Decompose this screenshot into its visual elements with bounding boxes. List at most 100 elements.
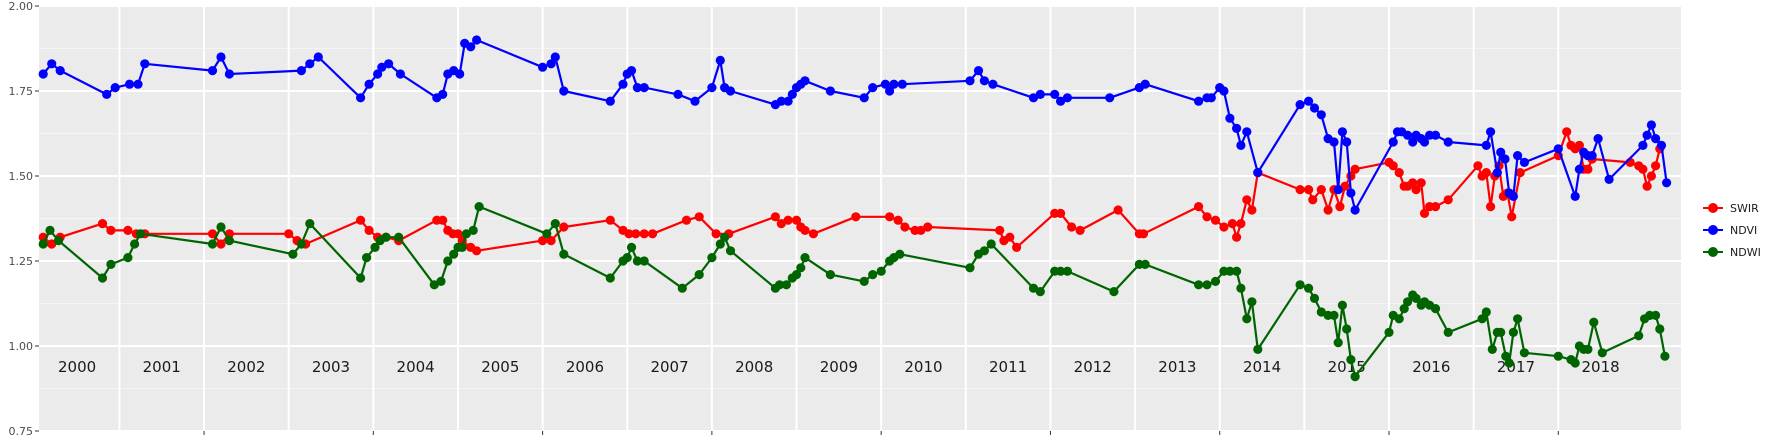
data-point — [224, 69, 234, 79]
data-point — [965, 76, 975, 86]
data-point — [1316, 185, 1326, 195]
data-point — [1500, 154, 1510, 164]
data-point — [47, 59, 57, 69]
data-point — [1486, 127, 1496, 137]
data-point — [207, 229, 218, 239]
data-point — [1646, 171, 1656, 181]
data-point — [787, 89, 797, 99]
data-point — [1295, 100, 1305, 110]
data-point — [715, 55, 725, 65]
data-point — [1194, 96, 1204, 106]
data-point — [1247, 205, 1257, 215]
data-point — [474, 202, 484, 212]
data-point — [1496, 327, 1506, 337]
data-point — [1316, 307, 1326, 317]
data-point — [859, 276, 869, 286]
data-point — [313, 52, 323, 62]
data-point — [453, 229, 463, 239]
legend-key-point — [1708, 247, 1718, 257]
data-point — [1194, 280, 1204, 290]
data-point — [1651, 161, 1661, 171]
legend-key-point — [1708, 225, 1718, 235]
data-point — [1430, 202, 1441, 212]
data-point — [1295, 185, 1305, 195]
legend-key-point — [1708, 203, 1718, 213]
data-point — [885, 212, 895, 222]
data-point — [895, 249, 905, 259]
data-point — [825, 270, 836, 280]
data-point — [1028, 283, 1039, 293]
data-point — [1481, 168, 1491, 178]
data-point — [1481, 140, 1491, 150]
data-point — [1515, 168, 1525, 178]
data-point — [364, 79, 374, 89]
data-point — [1634, 331, 1644, 341]
data-point — [1232, 266, 1242, 276]
data-point — [123, 253, 133, 263]
data-point — [1570, 358, 1580, 368]
year-label: 2013 — [1158, 358, 1196, 376]
data-point — [1247, 297, 1257, 307]
data-point — [1384, 327, 1394, 337]
year-label: 2010 — [904, 358, 942, 376]
data-point — [288, 249, 298, 259]
data-point — [559, 222, 569, 232]
data-point — [1236, 283, 1246, 293]
data-point — [296, 239, 306, 249]
data-point — [457, 242, 467, 252]
data-point — [1501, 351, 1511, 361]
data-point — [559, 86, 569, 96]
data-point — [808, 229, 819, 239]
data-point — [1477, 314, 1487, 324]
data-point — [1333, 185, 1343, 195]
data-point — [1411, 185, 1421, 195]
data-point — [97, 273, 108, 283]
data-point — [1662, 178, 1672, 188]
year-label: 2003 — [312, 358, 350, 376]
data-point — [1140, 259, 1150, 269]
data-point — [995, 225, 1005, 235]
data-point — [47, 239, 57, 249]
data-point — [800, 253, 810, 263]
series-ndvi — [38, 35, 1672, 215]
data-point — [1638, 140, 1648, 150]
data-point — [1492, 168, 1502, 178]
data-point — [1411, 293, 1421, 303]
data-point — [130, 239, 140, 249]
data-point — [1408, 178, 1418, 188]
data-point — [455, 69, 465, 79]
data-point — [1242, 195, 1252, 205]
data-point — [1507, 212, 1517, 222]
data-point — [1394, 168, 1404, 178]
data-point — [916, 225, 926, 235]
data-point — [1028, 93, 1039, 103]
data-point — [979, 246, 990, 256]
data-point — [1056, 208, 1066, 218]
data-point — [1508, 191, 1518, 201]
data-point — [1316, 110, 1326, 120]
year-label: 2005 — [481, 358, 519, 376]
legend: SWIR NDVI NDWI — [1703, 202, 1761, 259]
year-label: 2017 — [1497, 358, 1535, 376]
data-point — [381, 232, 391, 242]
y-tick-label: 2.00 — [9, 0, 34, 13]
data-point — [296, 66, 306, 76]
data-point — [102, 89, 112, 99]
data-point — [140, 59, 150, 69]
data-point — [690, 96, 700, 106]
data-point — [776, 219, 786, 229]
year-label: 2016 — [1412, 358, 1450, 376]
year-label: 2011 — [989, 358, 1027, 376]
year-label: 2015 — [1328, 358, 1366, 376]
data-point — [136, 229, 146, 239]
data-point — [618, 79, 628, 89]
data-point — [438, 215, 448, 225]
legend-label: NDWI — [1730, 246, 1761, 259]
data-point — [207, 66, 218, 76]
data-point — [1655, 324, 1665, 334]
data-point — [38, 239, 48, 249]
year-label: 2018 — [1581, 358, 1619, 376]
data-point — [362, 253, 372, 263]
data-point — [1403, 297, 1413, 307]
data-point — [851, 212, 861, 222]
